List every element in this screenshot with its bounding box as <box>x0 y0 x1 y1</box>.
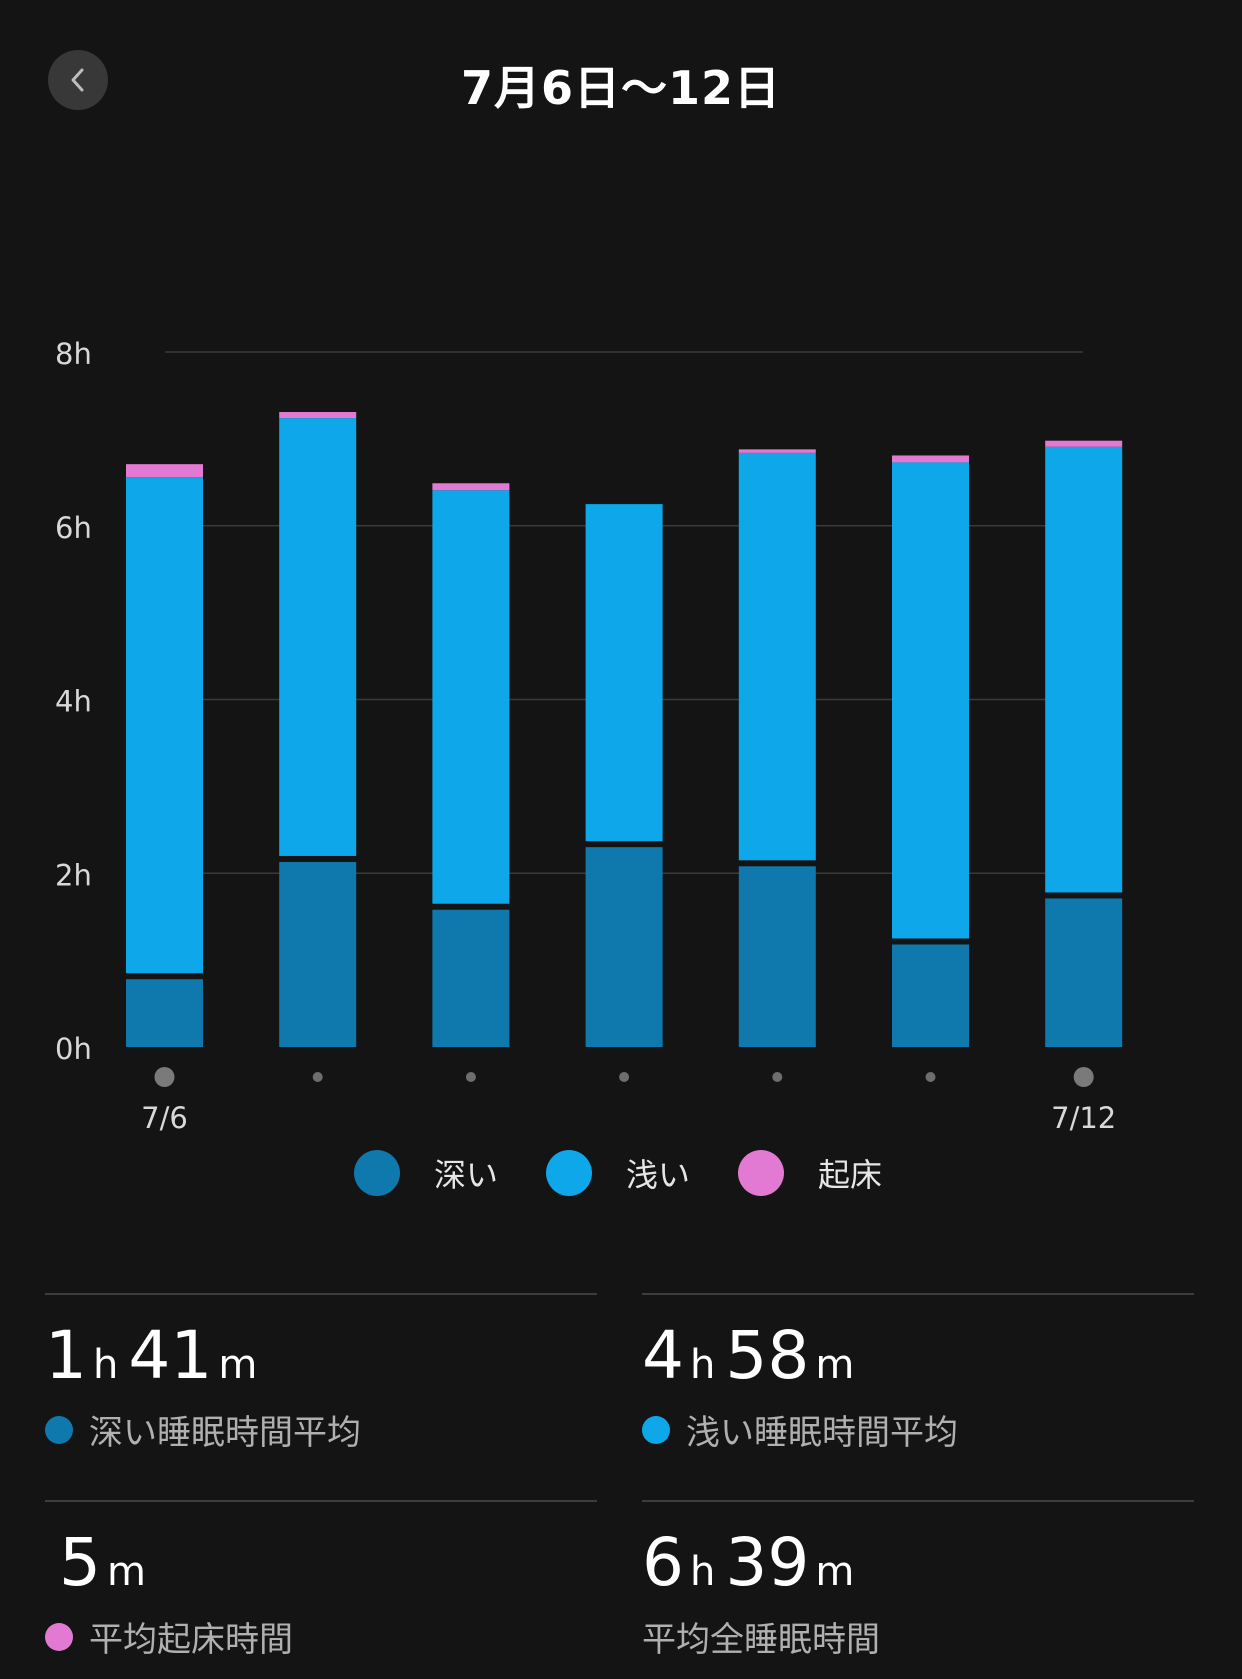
bar-segment-awake <box>279 412 357 419</box>
sleep-stacked-bar-chart: 0h 2h 4h 6h 8h 7/6 7/12 <box>55 337 1123 1135</box>
stat-total-minutes: 39 <box>725 1524 810 1601</box>
stat-awake-minutes: 5 <box>59 1524 101 1601</box>
x-tick-marker <box>312 1072 323 1082</box>
stat-total-label-text: 平均全睡眠時間 <box>642 1620 880 1660</box>
unit-h: h <box>93 1342 119 1388</box>
unit-m: m <box>107 1549 146 1595</box>
chevron-left-icon <box>71 68 84 92</box>
stat-light-avg: 4 h 58 m 浅い睡眠時間平均 <box>642 1293 1194 1454</box>
stat-deep-label: 深い睡眠時間平均 <box>45 1405 597 1454</box>
bar-segment-deep <box>738 866 816 1047</box>
y-tick-label: 4h <box>55 685 92 719</box>
stat-light-minutes: 58 <box>725 1317 810 1394</box>
bar-segment-light <box>585 504 663 842</box>
bar-segment-awake <box>738 449 816 453</box>
stat-total-hours: 6 <box>642 1524 684 1601</box>
stat-total-avg: 6 h 39 m 平均全睡眠時間 <box>642 1500 1194 1661</box>
y-tick-label: 0h <box>55 1032 92 1066</box>
stat-total-label: 平均全睡眠時間 <box>642 1612 1194 1661</box>
stat-awake-label: 平均起床時間 <box>45 1612 597 1661</box>
legend-item-light: 浅い <box>546 1150 690 1196</box>
legend-item-awake: 起床 <box>738 1150 882 1196</box>
y-tick-label: 6h <box>55 511 92 545</box>
stat-light-label: 浅い睡眠時間平均 <box>642 1405 1194 1454</box>
stat-deep-minutes: 41 <box>128 1317 213 1394</box>
x-tick-label: 7/6 <box>141 1101 188 1135</box>
stat-deep-hours: 1 <box>45 1317 87 1394</box>
stat-deep-value: 1 h 41 m <box>45 1323 597 1389</box>
legend-swatch-awake <box>738 1150 785 1196</box>
bar-segment-deep <box>126 979 203 1047</box>
y-tick-label: 8h <box>55 337 92 371</box>
deep-dot <box>45 1415 73 1444</box>
bar-segment-light <box>432 490 510 904</box>
stat-light-hours: 4 <box>642 1317 684 1394</box>
bar-segment-deep <box>432 909 510 1047</box>
bar-segment-awake <box>432 483 510 491</box>
legend-swatch-deep <box>354 1150 400 1196</box>
bar-segment-awake <box>892 455 969 463</box>
page-title: 7月6日〜12日 <box>460 61 782 115</box>
stat-awake-label-text: 平均起床時間 <box>89 1620 293 1660</box>
legend-label-light: 浅い <box>626 1156 691 1194</box>
x-tick-marker <box>925 1072 936 1082</box>
bar-segment-light <box>738 452 816 861</box>
stat-total-value: 6 h 39 m <box>642 1530 1194 1596</box>
bar-segment-deep <box>892 944 969 1047</box>
bar-segment-deep <box>1045 898 1123 1047</box>
bar-segment-light <box>279 418 357 856</box>
stat-deep-label-text: 深い睡眠時間平均 <box>89 1413 361 1453</box>
legend-item-deep: 深い <box>354 1150 498 1196</box>
bar-segment-awake <box>126 464 203 478</box>
x-tick-label: 7/12 <box>1051 1101 1116 1135</box>
legend-swatch-light <box>546 1150 593 1196</box>
awake-dot <box>45 1622 73 1651</box>
unit-m: m <box>815 1549 855 1595</box>
chart-legend: 深い 浅い 起床 <box>354 1150 930 1196</box>
bar-segment-light <box>126 477 203 974</box>
bar-segment-light <box>892 462 969 939</box>
y-tick-label: 2h <box>55 858 92 892</box>
stat-light-value: 4 h 58 m <box>642 1323 1194 1389</box>
stat-light-label-text: 浅い睡眠時間平均 <box>686 1413 958 1453</box>
x-tick-marker <box>619 1072 630 1082</box>
unit-h: h <box>690 1342 716 1388</box>
unit-m: m <box>815 1342 855 1388</box>
bar-segment-deep <box>279 861 357 1047</box>
x-tick-marker <box>772 1072 783 1082</box>
x-tick-marker <box>465 1072 476 1082</box>
unit-m: m <box>218 1342 258 1388</box>
stat-deep-avg: 1 h 41 m 深い睡眠時間平均 <box>45 1293 597 1454</box>
legend-label-deep: 深い <box>434 1156 499 1194</box>
light-dot <box>642 1415 670 1444</box>
bar-segment-awake <box>1045 440 1123 447</box>
x-tick-marker <box>1073 1067 1094 1087</box>
bar-segment-light <box>1045 446 1123 893</box>
back-button[interactable] <box>48 50 108 110</box>
legend-label-awake: 起床 <box>818 1156 883 1194</box>
bar-segment-deep <box>585 847 663 1047</box>
x-tick-marker <box>154 1067 175 1087</box>
unit-h: h <box>690 1549 716 1595</box>
